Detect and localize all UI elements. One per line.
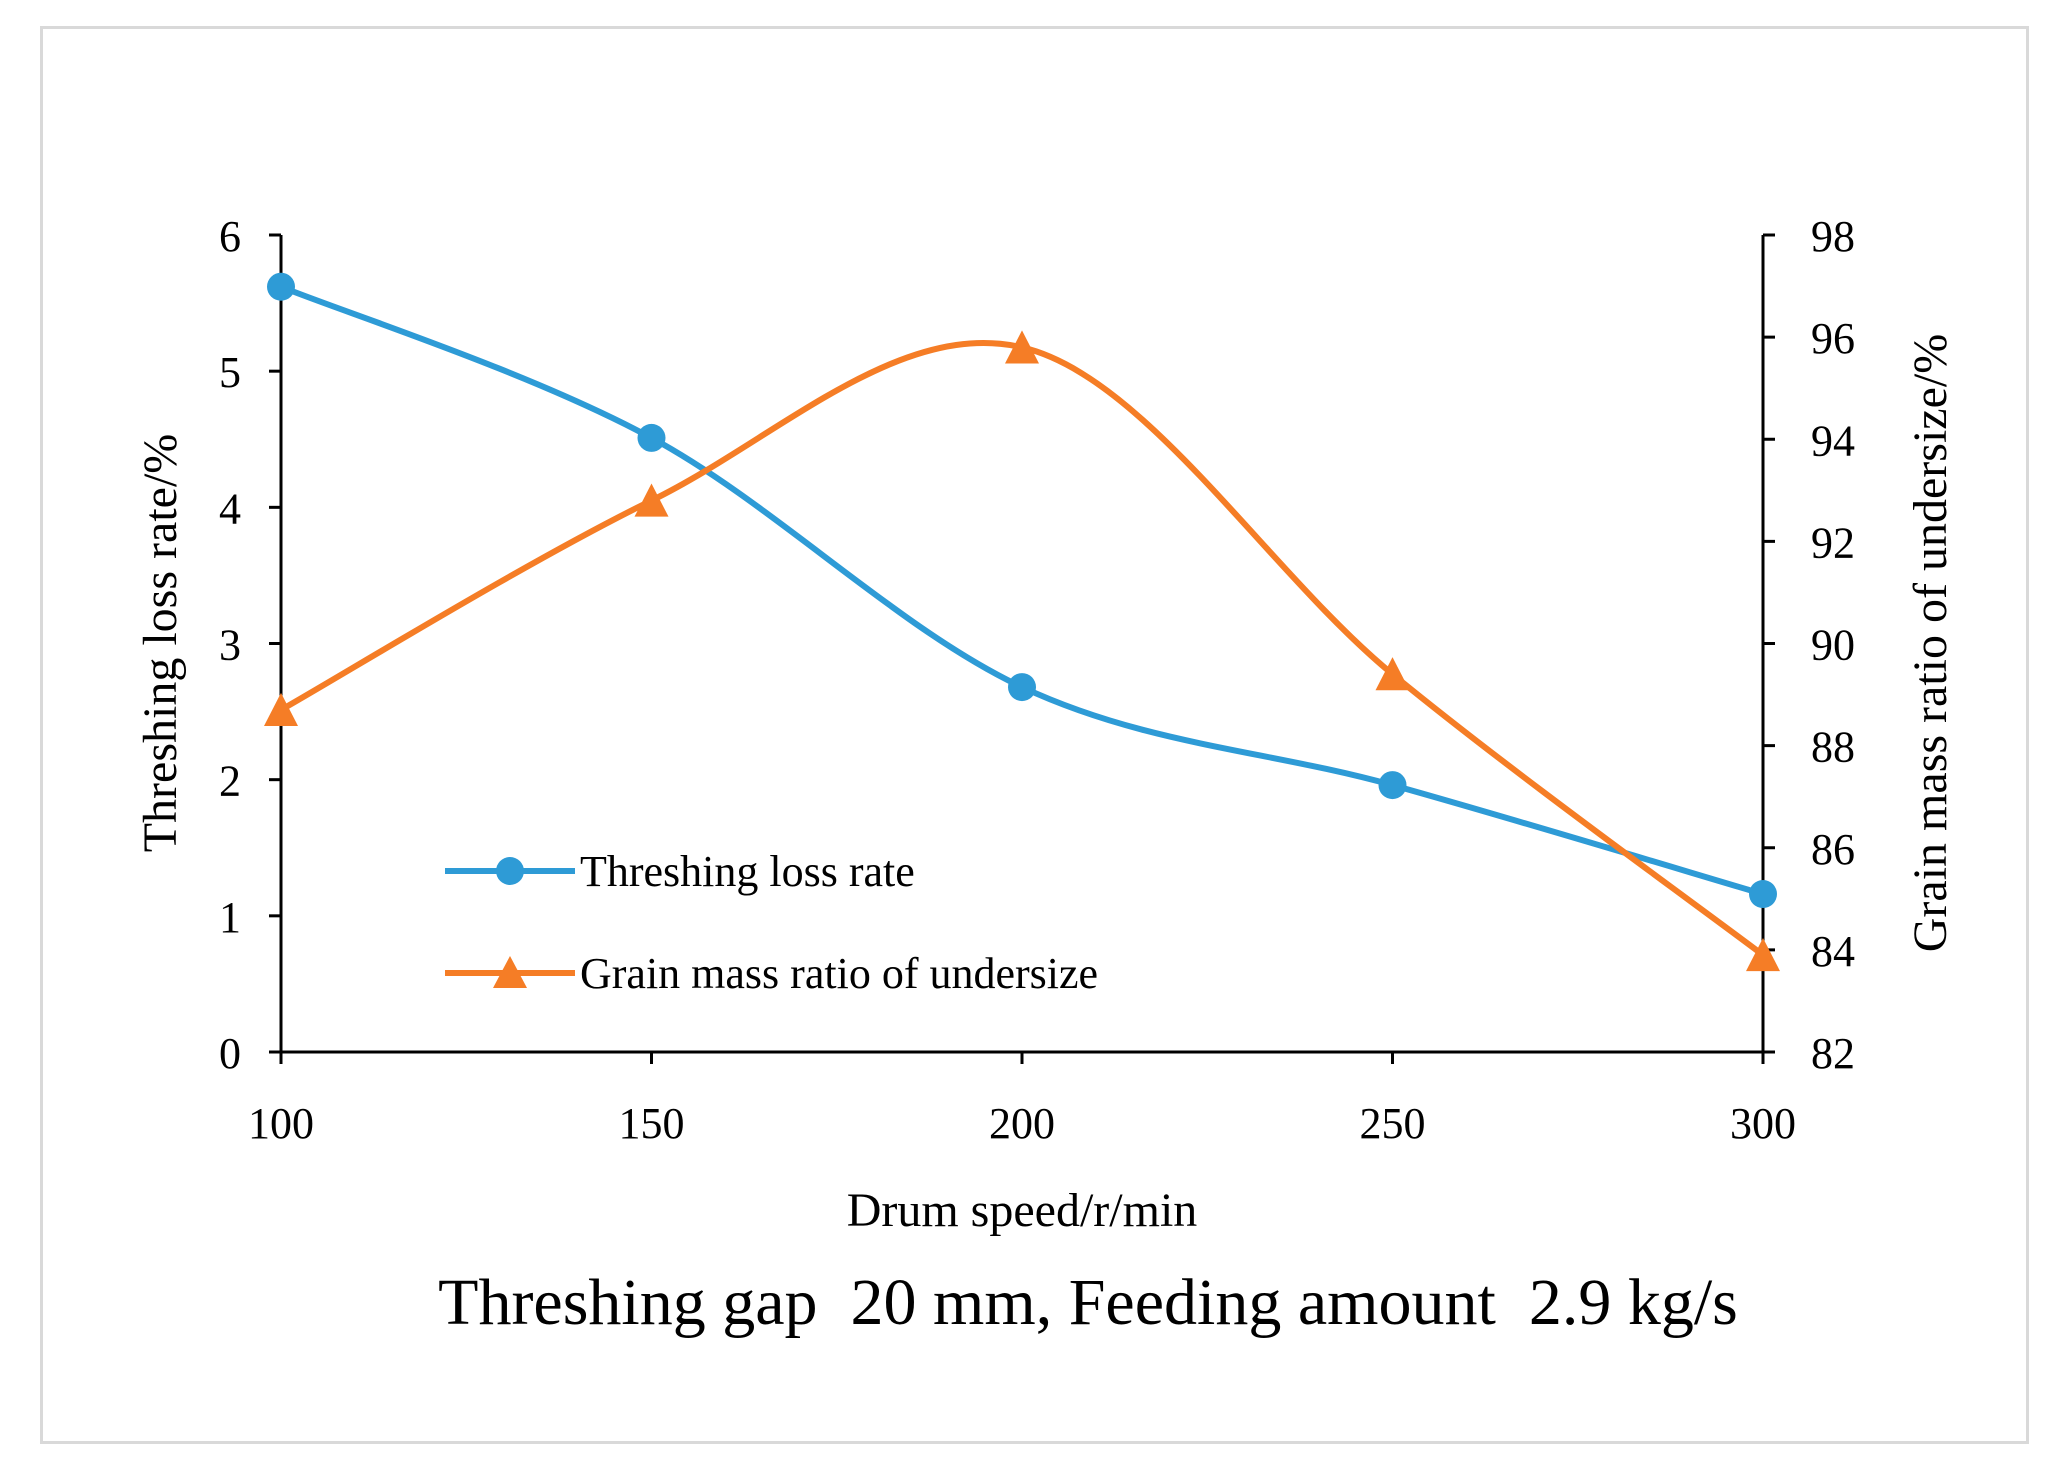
series-threshing-loss-rate-markers [267,272,1777,909]
x-tick-label: 150 [619,1099,685,1148]
x-axis-title: Drum speed/r/min [847,1184,1198,1237]
data-point-circle [1008,673,1036,702]
left-y-tick-label: 1 [219,893,241,942]
series-grain-mass-ratio-markers [264,330,1780,972]
right-y-axis-ticks: 82 84 86 88 90 92 94 96 98 [1763,212,1855,1078]
left-y-tick-label: 6 [219,212,241,261]
right-y-tick-label: 82 [1811,1029,1855,1078]
data-point-triangle [634,483,669,517]
left-y-tick-label: 2 [219,757,241,806]
chart-frame [40,26,2029,1444]
right-y-tick-label: 98 [1811,212,1855,261]
data-point-circle [637,423,666,452]
series-threshing-loss-rate-line [278,283,1766,898]
right-y-tick-label: 96 [1811,314,1855,363]
right-y-tick-label: 90 [1811,621,1855,670]
left-y-tick-label: 5 [219,348,241,397]
data-point-circle [1378,771,1407,800]
data-point-triangle [1375,657,1410,691]
right-y-tick-label: 94 [1811,416,1855,465]
right-y-axis-title: Grain mass ratio of undersize/% [1904,334,1957,952]
right-y-tick-label: 88 [1811,723,1855,772]
x-tick-label: 300 [1730,1099,1796,1148]
data-point-triangle [264,692,298,727]
data-point-circle [1749,880,1777,909]
data-point-triangle [1746,937,1780,972]
chart-caption: Threshing gap 20 mm, Feeding amount 2.9 … [438,1266,1738,1339]
legend-circle-marker-icon [496,857,524,885]
left-y-tick-label: 4 [219,484,241,533]
x-tick-label: 200 [989,1099,1055,1148]
legend-threshing-loss-rate-label: Threshing loss rate [580,847,915,896]
x-tick-label: 100 [248,1099,314,1148]
left-y-axis-title: Threshing loss rate/% [134,434,187,853]
x-tick-label: 250 [1360,1099,1426,1148]
left-y-tick-label: 3 [219,621,241,670]
data-point-circle [267,272,295,301]
right-y-tick-label: 92 [1811,518,1855,567]
left-y-tick-label: 0 [219,1029,241,1078]
right-y-tick-label: 84 [1811,927,1855,976]
legend: Threshing loss rate Grain mass ratio of … [445,847,1098,998]
legend-triangle-marker-icon [493,956,527,988]
left-y-axis-ticks: 0 1 2 3 4 5 6 [219,212,281,1078]
legend-grain-mass-ratio-label: Grain mass ratio of undersize [580,949,1098,998]
x-axis-ticks: 100 150 200 250 300 [248,1052,1796,1148]
data-point-triangle [1005,330,1039,364]
right-y-tick-label: 86 [1811,825,1855,874]
